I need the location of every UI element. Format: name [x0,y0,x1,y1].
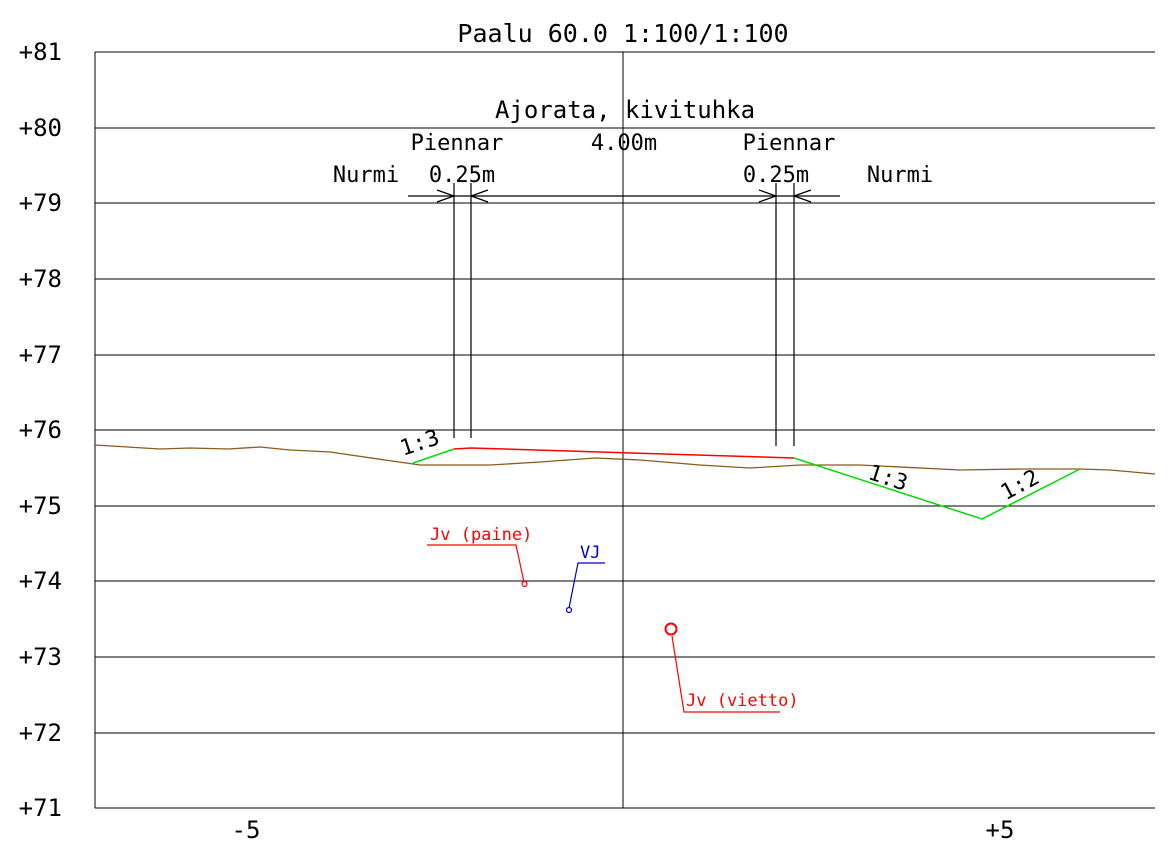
utility-vj: VJ [565,543,605,614]
slope-label-left: 1:3 [397,425,443,461]
y-axis-labels: +81 +80 +79 +78 +77 +76 +75 +74 +73 +72 … [19,38,62,822]
road-label: Ajorata, kivituhka [495,96,755,124]
drawing-title: Paalu 60.0 1:100/1:100 [457,19,788,48]
x-label: +5 [986,816,1015,844]
right-shoulder-label: Piennar [743,131,836,156]
x-label: -5 [232,816,261,844]
y-label: +79 [19,189,62,217]
y-label: +76 [19,416,62,444]
y-label: +75 [19,492,62,520]
dimension-annotations: Ajorata, kivituhka 4.00m Piennar 0.25m P… [333,96,933,446]
y-label: +78 [19,265,62,293]
utility-label: Jv (vietto) [686,691,799,711]
right-ditch [793,457,1081,520]
left-shoulder-width: 0.25m [429,163,495,188]
utility-label: VJ [580,543,600,563]
y-label: +72 [19,719,62,747]
right-outer-label: Nurmi [867,163,933,188]
utility-jv-vietto: Jv (vietto) [664,622,799,713]
elevation-grid [94,51,1155,809]
y-label: +80 [19,114,62,142]
y-label: +77 [19,341,62,369]
left-shoulder-label: Piennar [411,131,504,156]
road-width: 4.00m [591,131,657,156]
left-outer-label: Nurmi [333,163,399,188]
road-surface [453,447,795,459]
left-fill-slope [412,448,455,464]
y-label: +81 [19,38,62,66]
y-label: +74 [19,567,62,595]
utility-label: Jv (paine) [430,525,532,545]
x-axis-labels: -5 +5 [232,816,1015,844]
slope-label-right-fore: 1:3 [865,460,911,496]
y-label: +73 [19,643,62,671]
utility-jv-paine: Jv (paine) [427,525,532,588]
y-label: +71 [19,794,62,822]
existing-ground-line [94,444,1156,475]
